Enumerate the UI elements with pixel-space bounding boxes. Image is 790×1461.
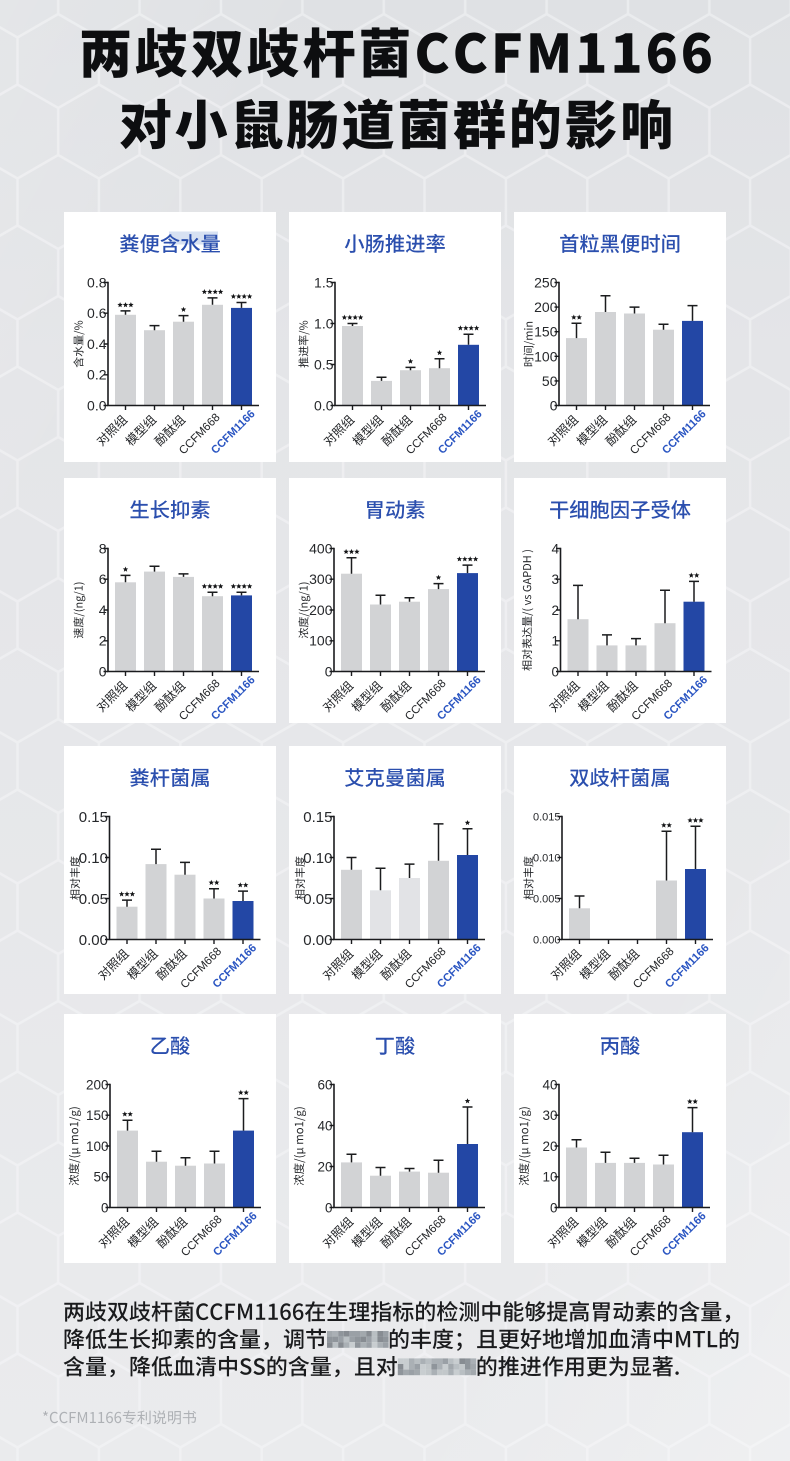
svg-text:10: 10 (542, 1170, 557, 1185)
svg-text:8: 8 (99, 541, 107, 557)
svg-text:0.05: 0.05 (303, 891, 332, 908)
svg-text:100: 100 (534, 348, 558, 364)
svg-text:0.0: 0.0 (314, 398, 334, 414)
svg-text:200: 200 (534, 299, 558, 315)
svg-text:30: 30 (542, 1108, 557, 1123)
svg-text:0.015: 0.015 (533, 811, 561, 823)
svg-text:100: 100 (86, 1139, 109, 1154)
svg-text:150: 150 (86, 1108, 109, 1123)
svg-text:150: 150 (534, 324, 558, 340)
svg-text:250: 250 (534, 275, 558, 291)
svg-text:3: 3 (551, 572, 559, 587)
svg-text:0.15: 0.15 (79, 809, 108, 826)
svg-text:0: 0 (551, 664, 559, 679)
svg-text:0: 0 (101, 1200, 109, 1215)
svg-text:0: 0 (550, 1200, 558, 1215)
svg-text:0.00: 0.00 (303, 932, 332, 949)
svg-text:0.15: 0.15 (303, 809, 332, 826)
svg-text:400: 400 (309, 541, 333, 557)
svg-text:50: 50 (542, 373, 558, 389)
svg-text:0.00: 0.00 (79, 932, 108, 949)
svg-text:20: 20 (317, 1159, 332, 1174)
svg-text:40: 40 (542, 1077, 557, 1092)
svg-text:200: 200 (86, 1077, 109, 1092)
svg-text:50: 50 (93, 1170, 108, 1185)
svg-text:0.2: 0.2 (87, 367, 107, 383)
svg-text:4: 4 (99, 602, 107, 618)
svg-text:1: 1 (551, 634, 559, 649)
svg-text:0.05: 0.05 (79, 891, 108, 908)
svg-text:20: 20 (542, 1139, 557, 1154)
svg-text:1.0: 1.0 (314, 316, 334, 332)
svg-text:4: 4 (551, 541, 559, 556)
svg-text:0.10: 0.10 (303, 850, 332, 867)
svg-text:0: 0 (325, 1200, 333, 1215)
svg-text:60: 60 (317, 1077, 332, 1092)
svg-text:2: 2 (99, 633, 107, 649)
svg-text:200: 200 (309, 602, 333, 618)
svg-text:0.0: 0.0 (87, 398, 107, 414)
svg-text:0: 0 (550, 398, 558, 414)
svg-text:0.4: 0.4 (87, 336, 107, 352)
svg-text:0.8: 0.8 (87, 275, 107, 291)
svg-text:0.010: 0.010 (533, 852, 561, 864)
svg-text:100: 100 (309, 633, 333, 649)
svg-text:0.000: 0.000 (533, 934, 561, 946)
svg-text:0.5: 0.5 (314, 357, 334, 373)
svg-text:2: 2 (551, 603, 559, 618)
svg-text:0: 0 (99, 664, 107, 680)
svg-text:0.6: 0.6 (87, 305, 107, 321)
svg-text:300: 300 (309, 571, 333, 587)
svg-text:40: 40 (317, 1118, 332, 1133)
svg-text:0.005: 0.005 (533, 893, 561, 905)
svg-text:0: 0 (325, 664, 333, 680)
svg-text:0.10: 0.10 (79, 850, 108, 867)
svg-text:6: 6 (99, 571, 107, 587)
svg-text:1.5: 1.5 (314, 275, 334, 291)
